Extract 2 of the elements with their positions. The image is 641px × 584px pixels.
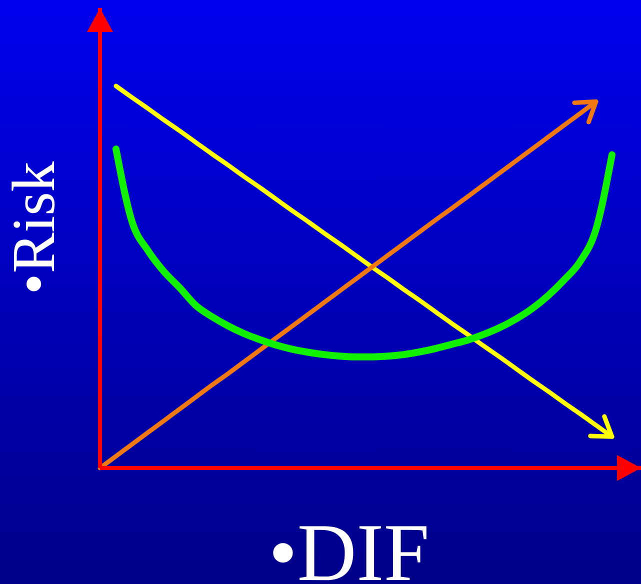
x-axis-title: •DIF xyxy=(268,507,430,584)
y-axis-title: •Risk xyxy=(1,160,68,295)
